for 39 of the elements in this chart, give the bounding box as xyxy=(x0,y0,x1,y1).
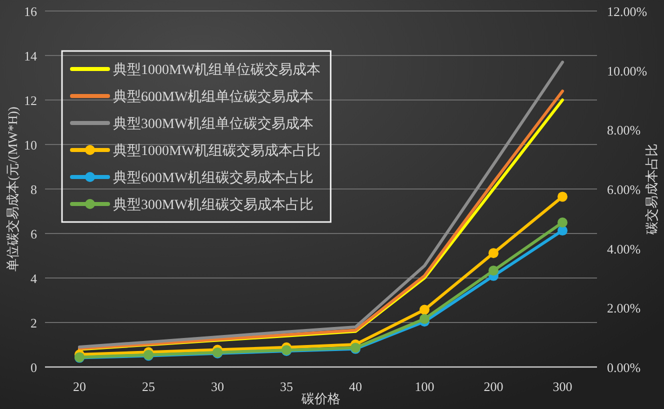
xtick: 200 xyxy=(484,379,504,394)
xtick: 300 xyxy=(552,379,572,394)
y2label: 碳交易成本占比 xyxy=(644,144,659,234)
y2tick: 8.00% xyxy=(607,122,641,138)
ytick: 4 xyxy=(30,271,37,286)
ytick: 6 xyxy=(30,226,37,242)
point xyxy=(420,304,430,315)
xtick: 35 xyxy=(280,379,293,394)
legend-label: 典型1000MW机组单位碳交易成本 xyxy=(113,63,321,78)
point xyxy=(488,248,498,258)
point xyxy=(488,266,498,276)
legend-label: 典型300MW机组碳交易成本占比 xyxy=(113,198,314,213)
ytick: 10 xyxy=(24,138,37,152)
ytick: 14 xyxy=(24,48,37,64)
xtick: 30 xyxy=(211,379,224,394)
legend-label: 典型600MW机组碳交易成本占比 xyxy=(113,171,314,186)
ytick: 16 xyxy=(24,4,37,19)
xtick: 20 xyxy=(73,379,86,394)
y2tick: 10.00% xyxy=(607,63,648,78)
xtick: 100 xyxy=(414,379,434,394)
xtick: 25 xyxy=(142,379,155,394)
xtick: 40 xyxy=(349,379,362,394)
y2tick: 2.00% xyxy=(607,300,641,316)
y2tick: 12.00% xyxy=(607,4,648,19)
ytick: 8 xyxy=(30,182,37,197)
y2tick: 6.00% xyxy=(607,182,641,197)
ytick: 12 xyxy=(24,93,37,108)
ytick: 2 xyxy=(30,316,37,330)
point xyxy=(558,192,568,202)
legend-label: 典型600MW机组单位碳交易成本 xyxy=(113,90,314,105)
y2tick: 4.00% xyxy=(607,241,641,256)
y2tick: 0.00% xyxy=(607,360,641,375)
point xyxy=(558,218,568,228)
ytick: 0 xyxy=(30,360,37,375)
legend-label: 典型1000MW机组碳交易成本占比 xyxy=(113,144,321,159)
legend-label: 典型300MW机组单位碳交易成本 xyxy=(113,117,314,132)
point xyxy=(420,314,430,324)
xlabel: 碳价格 xyxy=(302,391,340,406)
ylabel: 单位碳交易成本(元/(MW*H)) xyxy=(5,106,20,272)
